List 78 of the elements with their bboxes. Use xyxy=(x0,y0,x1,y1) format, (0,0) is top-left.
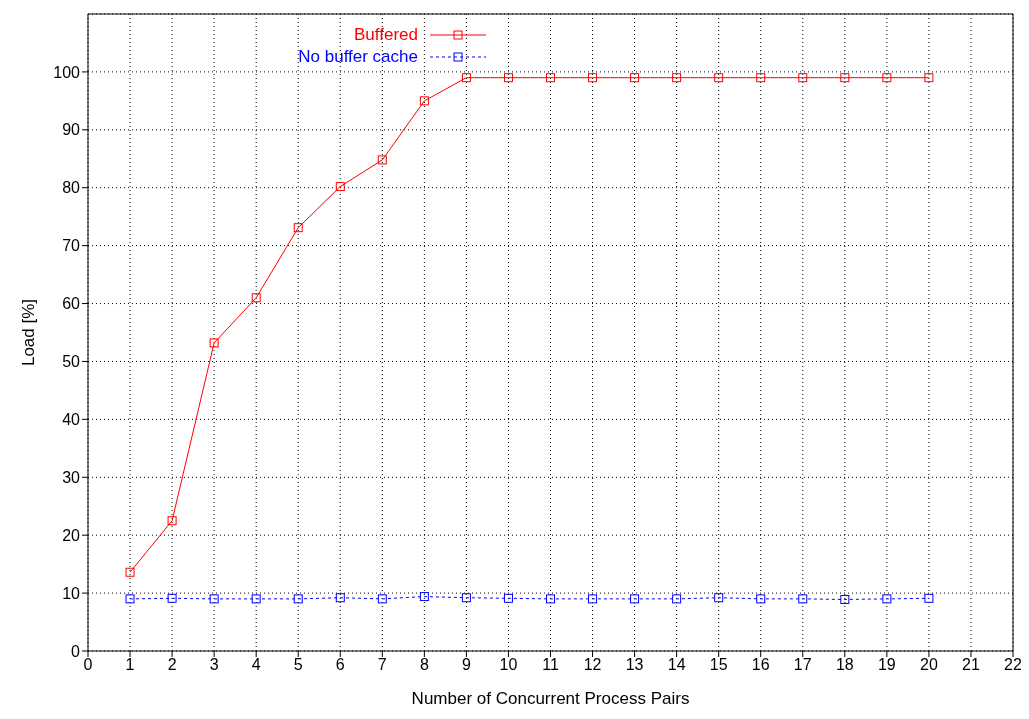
point xyxy=(714,593,724,603)
x-tick-label: 10 xyxy=(499,656,518,674)
point xyxy=(503,593,513,603)
x-tick-label: 3 xyxy=(209,656,219,674)
x-tick-label: 18 xyxy=(835,656,854,674)
x-tick-label: 9 xyxy=(461,656,471,674)
point xyxy=(419,592,429,602)
point xyxy=(798,73,808,83)
point xyxy=(714,73,724,83)
point xyxy=(798,594,808,604)
x-tick-label: 17 xyxy=(793,656,812,674)
x-tick-label: 13 xyxy=(625,656,644,674)
y-tick-label: 60 xyxy=(62,295,81,313)
point xyxy=(546,73,555,83)
point xyxy=(125,567,135,577)
legend-label: No buffer cache xyxy=(298,47,418,67)
x-axis-title: Number of Concurrent Process Pairs xyxy=(411,689,690,708)
x-tick-label: 12 xyxy=(583,656,602,674)
point xyxy=(672,73,682,83)
point xyxy=(461,73,471,83)
point xyxy=(209,594,219,604)
point xyxy=(546,594,555,604)
x-tick-label: 4 xyxy=(251,656,261,674)
x-tick-label: 2 xyxy=(167,656,177,674)
point xyxy=(588,594,598,604)
point xyxy=(167,516,177,526)
x-tick-label: 16 xyxy=(751,656,770,674)
y-tick-label: 30 xyxy=(62,468,81,486)
x-tick-label: 20 xyxy=(920,656,938,674)
point xyxy=(503,73,513,83)
y-tick-label: 0 xyxy=(71,642,81,660)
y-tick-label: 40 xyxy=(62,411,81,429)
point xyxy=(125,594,135,604)
legend-label: Buffered xyxy=(354,25,418,45)
point xyxy=(840,73,850,83)
y-tick-label: 80 xyxy=(62,179,81,197)
y-tick-label: 100 xyxy=(53,63,81,81)
point xyxy=(335,593,345,603)
point xyxy=(924,593,934,603)
point xyxy=(209,338,219,348)
point xyxy=(630,594,640,604)
x-tick-label: 0 xyxy=(83,656,93,674)
x-tick-label: 6 xyxy=(335,656,345,674)
point xyxy=(588,73,598,83)
point xyxy=(882,73,892,83)
x-tick-label: 1 xyxy=(125,656,135,674)
x-tick-label: 21 xyxy=(962,656,980,674)
x-tick-label: 19 xyxy=(877,656,896,674)
point xyxy=(840,594,850,604)
x-tick-label: 5 xyxy=(293,656,303,674)
x-tick-label: 8 xyxy=(419,656,429,674)
point xyxy=(924,73,934,83)
point xyxy=(419,96,429,106)
y-axis-title: Load [%] xyxy=(19,298,39,367)
point xyxy=(293,223,303,233)
point xyxy=(377,594,387,604)
x-tick-label: 11 xyxy=(542,656,559,674)
y-tick-label: 20 xyxy=(62,526,81,544)
y-tick-label: 90 xyxy=(62,121,81,139)
x-tick-label: 14 xyxy=(667,656,686,674)
y-tick-label: 10 xyxy=(62,584,81,602)
point xyxy=(882,594,892,604)
point xyxy=(377,155,387,165)
point xyxy=(251,293,261,303)
point xyxy=(756,594,766,604)
point xyxy=(630,73,640,83)
point xyxy=(293,594,303,604)
y-tick-label: 70 xyxy=(62,237,81,255)
point xyxy=(756,73,766,83)
y-tick-label: 50 xyxy=(62,353,81,371)
x-tick-label: 22 xyxy=(1004,656,1022,674)
point xyxy=(335,182,345,192)
point xyxy=(672,594,682,604)
x-tick-label: 7 xyxy=(377,656,387,674)
point xyxy=(251,594,261,604)
point xyxy=(461,593,471,603)
point xyxy=(167,593,177,603)
x-tick-label: 15 xyxy=(709,656,728,674)
